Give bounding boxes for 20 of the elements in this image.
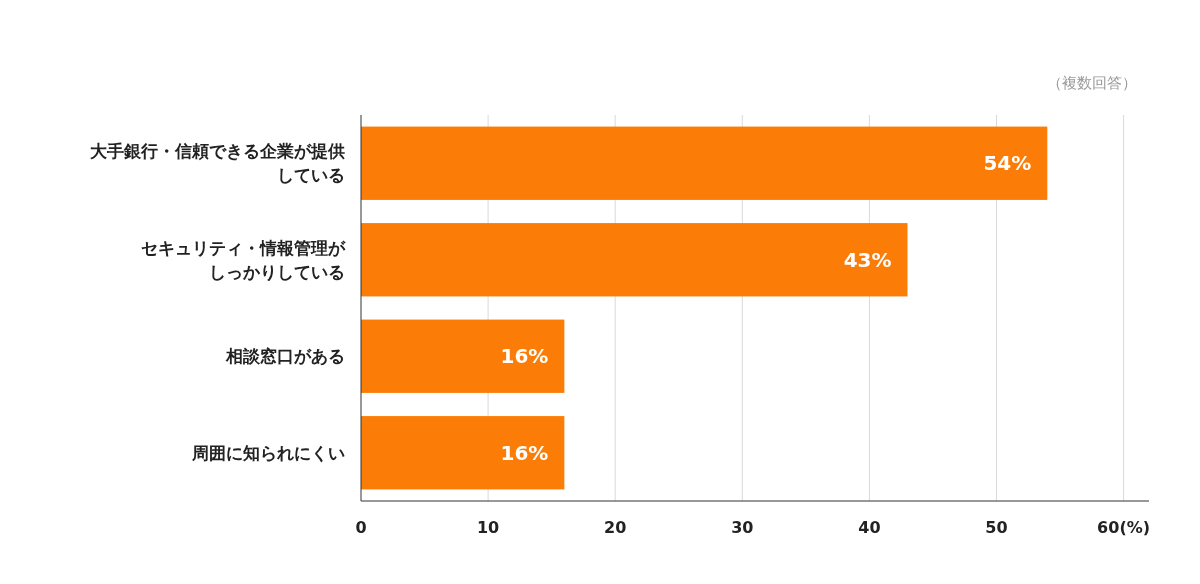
x-tick-label: 60(%) (1097, 518, 1151, 537)
y-tick-label: 大手銀行・信頼できる企業が提供している (90, 141, 345, 186)
bar (361, 416, 565, 490)
data-label: 16% (500, 440, 549, 465)
y-tick-label: 周囲に知られにくい (191, 442, 345, 463)
text: （複数回答） (1047, 74, 1137, 92)
x-tick-label: 0 (355, 518, 367, 537)
data-label: 16% (500, 344, 549, 369)
x-tick-label: 20 (604, 518, 627, 537)
x-tick-label: 50 (985, 518, 1008, 537)
x-tick-label: 10 (476, 518, 500, 537)
data-label: 54% (983, 151, 1032, 176)
x-tick-label: 30 (731, 518, 754, 537)
bar (361, 126, 1048, 200)
bar (361, 223, 908, 297)
data-label: 43% (843, 247, 892, 272)
x-tick-label: 40 (858, 518, 881, 537)
y-tick-label: セキュリティ・情報管理がしっかりしている (141, 237, 346, 282)
bar (361, 319, 565, 393)
y-tick-label: 相談窓口がある (225, 346, 345, 367)
